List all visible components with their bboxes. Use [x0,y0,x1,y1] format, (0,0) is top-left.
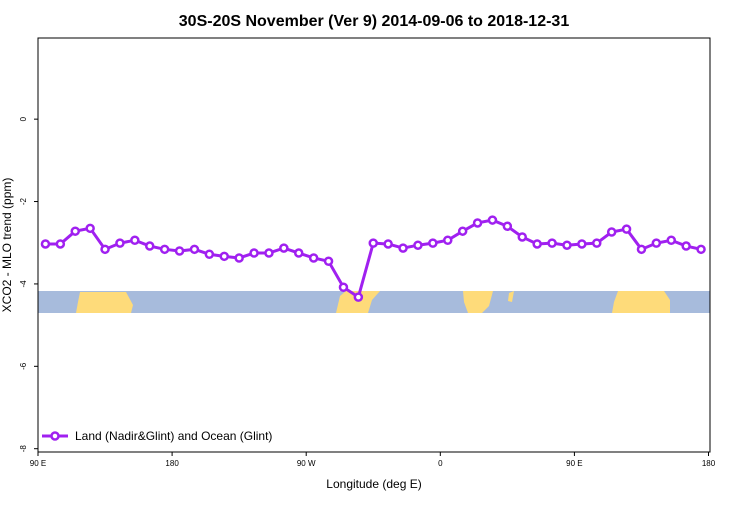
data-point [294,248,304,258]
data-point [145,241,155,251]
legend-label: Land (Nadir&Glint) and Ocean (Glint) [75,429,272,443]
y-tick-label: 0 [19,116,28,121]
data-point [115,238,125,248]
data-point [308,253,319,263]
data-point [219,251,230,262]
data-point [264,248,274,258]
y-tick-label: -2 [19,197,28,205]
x-tick-label: 90 W [297,459,316,468]
legend-marker [50,431,60,441]
x-tick-label: 90 E [566,459,582,468]
land-south-america [336,291,380,313]
data-point [592,238,602,248]
data-point [532,239,542,249]
data-point [234,253,244,263]
data-point [457,226,468,236]
data-point [681,241,691,251]
data-point [398,243,408,253]
land-africa-2 [463,291,493,313]
data-point [517,232,528,242]
data-point [428,238,438,248]
chart-title: 30S-20S November (Ver 9) 2014-09-06 to 2… [179,13,570,30]
data-point [40,239,51,249]
data-point [696,244,706,255]
y-tick-label: -8 [19,445,28,453]
data-point [55,239,66,249]
x-tick-label: 180 [165,459,179,468]
data-point [651,238,662,248]
data-point [159,244,170,255]
data-point [606,227,617,237]
data-point [130,235,140,246]
y-tick-label: -6 [19,362,28,370]
data-point [338,282,349,292]
data-point [174,246,185,256]
data-point [547,238,557,248]
ocean-strip [38,291,710,313]
data-point [472,218,483,228]
data-point [100,244,110,255]
data-point [487,215,498,225]
data-point [562,240,572,250]
x-axis-label: Longitude (deg E) [326,477,421,491]
data-point [413,240,423,250]
data-point [621,224,632,234]
data-point [502,221,513,232]
data-point [368,238,379,248]
data-point [636,244,647,255]
data-point [666,235,677,246]
x-tick-label: 90 E [30,459,46,468]
plot-frame [37,37,711,453]
data-point [353,292,364,302]
x-tick-label: 0 [438,459,443,468]
data-point [443,235,453,246]
data-point [323,256,334,267]
data-point [249,248,259,258]
data-point [70,226,81,236]
data-point [204,249,215,260]
y-tick-label: -4 [19,280,28,288]
y-axis-label: XCO2 - MLO trend (ppm) [0,178,14,313]
data-point [279,243,289,253]
land-ocean-map [38,291,710,313]
legend: Land (Nadir&Glint) and Ocean (Glint) [42,429,272,443]
data-point [189,244,200,255]
x-tick-label: 180 [702,459,716,468]
data-point [577,239,587,249]
land-madagascar [508,291,514,302]
data-point [85,223,95,234]
land-australia [612,291,670,313]
data-point [383,239,393,249]
land-africa [76,292,133,313]
